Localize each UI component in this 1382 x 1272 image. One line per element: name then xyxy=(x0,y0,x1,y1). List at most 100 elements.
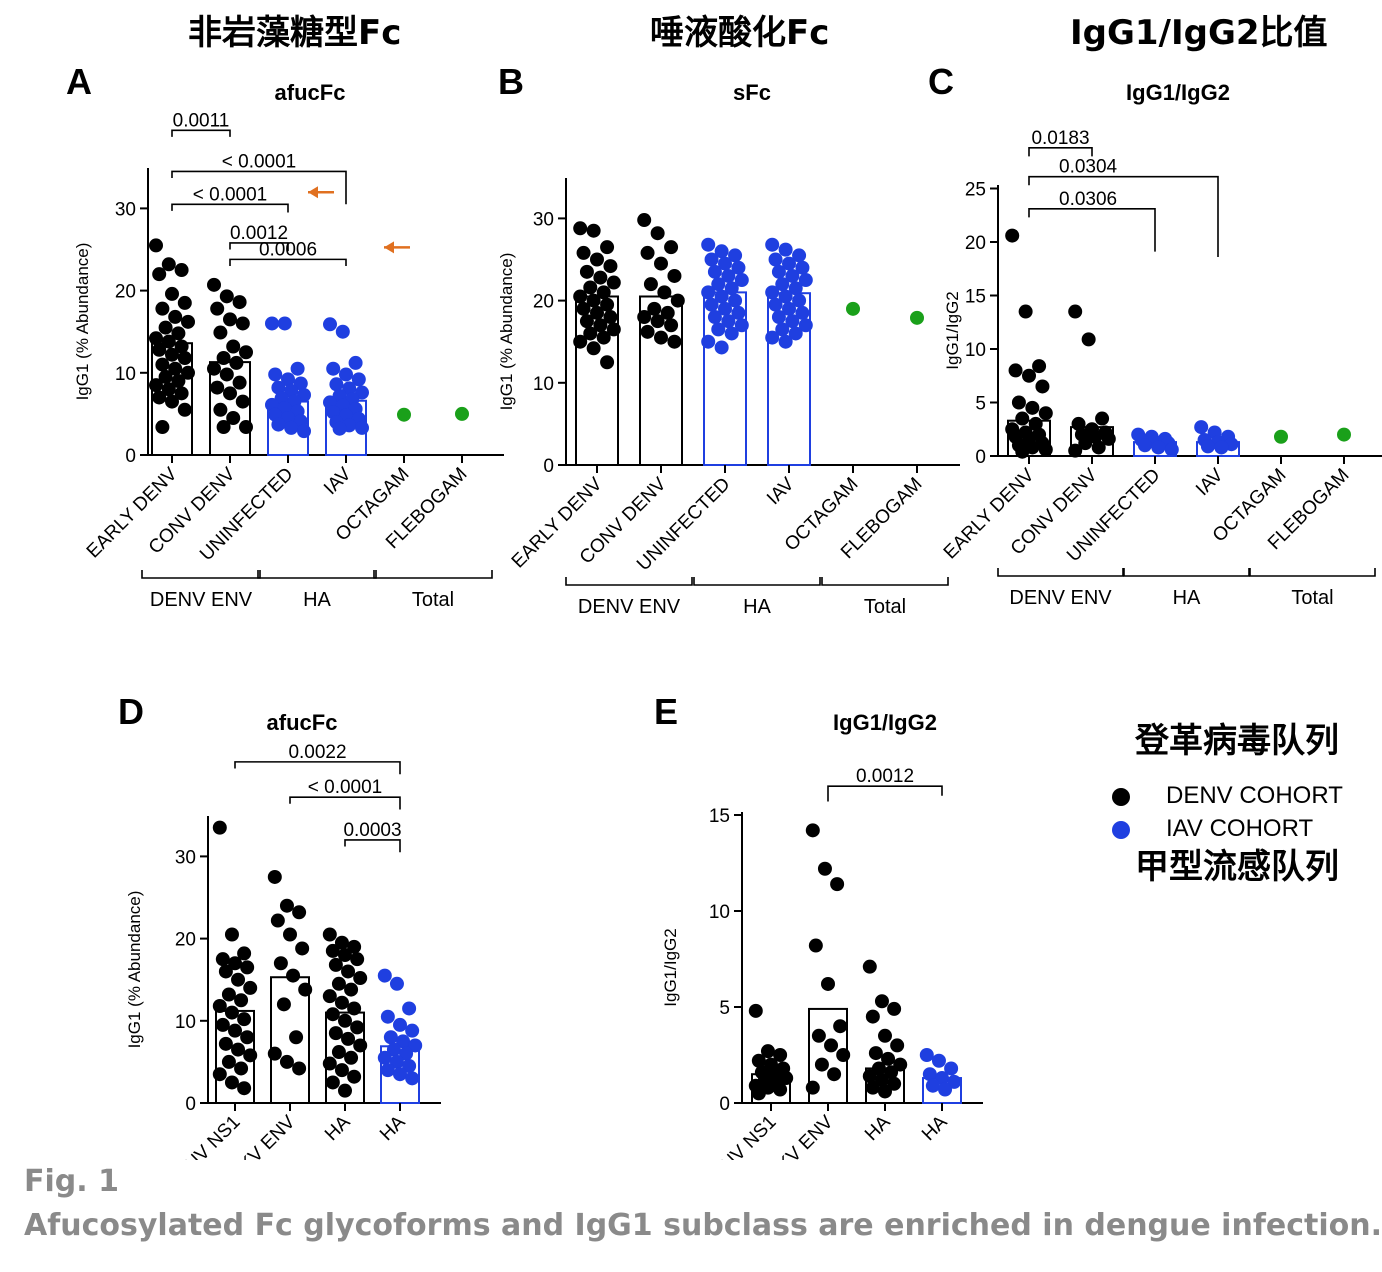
data-point xyxy=(773,1082,788,1097)
group-label: DENV ENV xyxy=(578,596,681,618)
data-point xyxy=(1032,359,1047,374)
data-point xyxy=(1022,368,1036,383)
data-point xyxy=(590,305,604,320)
data-point xyxy=(210,380,225,395)
panel-title: IgG1/IgG2 xyxy=(1126,80,1230,105)
data-point xyxy=(229,355,244,370)
data-point xyxy=(386,1042,401,1057)
data-point xyxy=(944,1061,959,1076)
data-point xyxy=(751,1053,766,1068)
y-tick-label: 0 xyxy=(975,447,986,468)
data-point xyxy=(1337,427,1351,442)
data-point xyxy=(748,1003,763,1018)
data-point xyxy=(1015,411,1030,426)
data-point xyxy=(805,823,820,838)
data-point xyxy=(243,980,258,995)
data-point xyxy=(397,407,411,422)
p-value-label: < 0.0001 xyxy=(308,777,383,798)
data-point xyxy=(240,1030,255,1045)
data-point xyxy=(174,263,189,278)
data-point xyxy=(938,1082,953,1097)
data-point xyxy=(925,1078,940,1093)
data-point xyxy=(226,411,241,426)
data-point xyxy=(286,968,301,983)
data-point xyxy=(637,310,652,325)
data-point xyxy=(328,1026,343,1041)
data-point xyxy=(268,367,283,382)
data-point xyxy=(377,1050,392,1065)
data-point xyxy=(152,390,167,405)
legend-denv-label: DENV COHORT xyxy=(1166,782,1343,809)
data-point xyxy=(344,982,359,997)
data-point xyxy=(890,1038,905,1053)
data-point xyxy=(289,1030,304,1045)
data-point xyxy=(224,1005,239,1020)
panel-letter: E xyxy=(654,691,678,732)
data-point xyxy=(334,935,349,950)
data-point xyxy=(640,324,655,339)
data-point xyxy=(795,260,810,275)
y-tick-label: 10 xyxy=(709,902,730,923)
data-point xyxy=(1194,420,1209,435)
data-point xyxy=(637,213,652,228)
group-bracket xyxy=(821,577,949,586)
data-point xyxy=(152,267,167,282)
data-point xyxy=(887,1076,902,1091)
data-point xyxy=(714,289,729,304)
data-point xyxy=(455,406,469,421)
data-point xyxy=(836,1048,851,1062)
p-value-label: 0.0006 xyxy=(259,239,317,260)
group-bracket xyxy=(693,577,821,586)
data-point xyxy=(714,244,729,259)
data-point xyxy=(707,310,722,325)
data-point xyxy=(1095,411,1110,426)
data-point xyxy=(868,1046,883,1061)
panel-title: afucFc xyxy=(275,80,346,105)
legend-title-bottom: 甲型流感队列 xyxy=(1135,847,1339,887)
panel-letter: C xyxy=(928,61,954,102)
p-value-label: 0.0011 xyxy=(173,110,230,131)
y-tick-label: 0 xyxy=(543,456,554,477)
data-point xyxy=(393,1017,407,1032)
data-point xyxy=(1011,395,1026,410)
data-point xyxy=(734,273,749,288)
data-point xyxy=(338,1013,352,1028)
data-point xyxy=(353,971,368,986)
data-point xyxy=(235,394,250,409)
p-value-label: 0.0003 xyxy=(343,820,401,841)
data-point xyxy=(821,976,835,991)
significance-bracket xyxy=(229,258,347,266)
data-point xyxy=(817,861,832,876)
data-point xyxy=(814,1057,829,1072)
data-point xyxy=(323,317,337,332)
data-point xyxy=(734,318,749,333)
p-value-label: 0.0012 xyxy=(856,766,914,787)
significance-bracket xyxy=(1028,175,1219,257)
data-point xyxy=(271,417,286,432)
data-point xyxy=(765,237,780,252)
data-point xyxy=(792,248,807,263)
data-point xyxy=(1081,332,1096,347)
data-point xyxy=(408,1038,423,1053)
data-point xyxy=(355,420,369,435)
data-point xyxy=(174,386,189,401)
data-point xyxy=(922,1067,937,1082)
y-axis-label: IgG1 (% Abundance) xyxy=(125,891,144,1049)
data-point xyxy=(168,309,183,324)
x-tick-label: ZIKV ENV xyxy=(761,1111,837,1160)
data-point xyxy=(887,1001,902,1016)
p-value-label: 0.0022 xyxy=(288,742,346,763)
data-point xyxy=(1035,379,1050,394)
data-point xyxy=(402,1001,417,1016)
data-point xyxy=(724,326,739,341)
data-point xyxy=(650,314,665,329)
data-point xyxy=(325,1075,340,1090)
data-point xyxy=(207,361,221,376)
data-point xyxy=(347,939,362,954)
data-point xyxy=(161,382,176,397)
data-point xyxy=(603,259,618,274)
data-point xyxy=(216,351,231,366)
significance-bracket xyxy=(171,203,289,213)
data-point xyxy=(213,325,228,340)
